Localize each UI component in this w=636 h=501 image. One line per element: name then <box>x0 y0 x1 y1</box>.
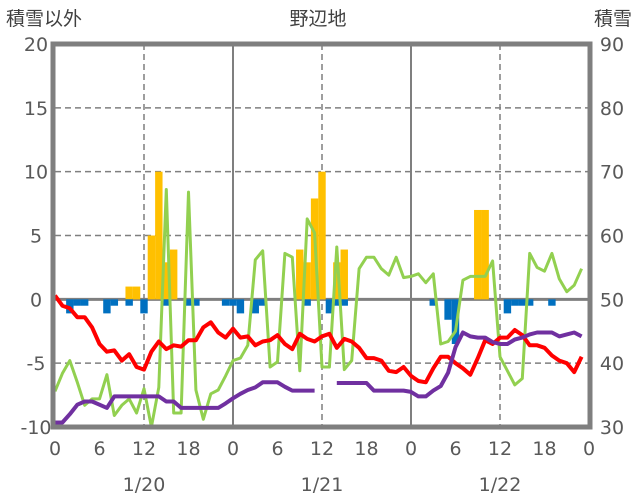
right-axis-title: 積雪 <box>594 8 632 30</box>
blue-bar <box>429 299 437 306</box>
yellow-bar <box>474 209 482 300</box>
yellow-bar <box>162 262 170 300</box>
y-left-tick-label: 20 <box>24 34 48 56</box>
blue-bar <box>325 299 334 314</box>
x-tick-label: 12 <box>488 438 512 460</box>
blue-bar <box>444 299 452 320</box>
blue-bar <box>503 299 512 314</box>
x-tick-label: 12 <box>310 438 334 460</box>
y-left-tick-label: 0 <box>30 289 42 311</box>
x-tick-label: 18 <box>532 438 556 460</box>
y-left-tick-label: -5 <box>27 353 46 375</box>
yellow-bar <box>132 286 141 300</box>
green-line <box>53 188 583 429</box>
date-label: 1/20 <box>123 474 166 496</box>
x-tick-label: 12 <box>132 438 156 460</box>
bars <box>66 171 556 345</box>
chart-title: 野辺地 <box>289 8 346 30</box>
yellow-bar <box>303 262 311 300</box>
blue-bar <box>73 299 81 306</box>
blue-bar <box>251 299 259 314</box>
blue-bar <box>333 299 341 306</box>
yellow-bar <box>333 262 341 300</box>
blue-bar <box>518 299 526 306</box>
y-right-tick-label: 80 <box>600 98 624 120</box>
yellow-bar <box>340 249 348 300</box>
y-right-tick-label: 50 <box>600 289 624 311</box>
blue-bar <box>511 299 519 306</box>
blue-bar <box>162 299 170 306</box>
x-tick-label: 0 <box>227 438 239 460</box>
blue-bar <box>340 299 348 306</box>
yellow-bar <box>481 209 489 300</box>
blue-bar <box>525 299 534 306</box>
blue-bar <box>184 299 193 306</box>
date-label: 1/22 <box>479 474 522 496</box>
x-tick-label: 0 <box>49 438 61 460</box>
y-left-tick-label: 10 <box>24 162 48 184</box>
yellow-bar <box>318 171 326 300</box>
blue-bar <box>103 299 111 314</box>
x-tick-label: 0 <box>583 438 595 460</box>
purple-line <box>55 330 583 425</box>
yellow-bar <box>125 286 133 300</box>
x-tick-label: 6 <box>93 438 105 460</box>
blue-bar <box>236 299 245 314</box>
blue-bar <box>548 299 556 306</box>
plot-frame <box>50 41 593 430</box>
left-axis-title: 積雪以外 <box>6 8 82 30</box>
y-right-tick-label: 70 <box>600 162 624 184</box>
blue-bar <box>125 299 133 306</box>
series-lines <box>53 188 584 429</box>
blue-bar <box>140 299 148 314</box>
y-right-tick-label: 40 <box>600 353 624 375</box>
blue-bar <box>80 299 89 306</box>
yellow-bar <box>147 235 156 300</box>
date-label: 1/21 <box>301 474 344 496</box>
yellow-bar <box>169 249 178 300</box>
y-right-tick-label: 30 <box>600 417 624 439</box>
blue-bar <box>229 299 237 306</box>
y-left-tick-label: 5 <box>30 226 42 248</box>
x-tick-label: 6 <box>271 438 283 460</box>
x-tick-label: 0 <box>405 438 417 460</box>
x-tick-label: 18 <box>354 438 378 460</box>
blue-bar <box>110 299 119 306</box>
yellow-bar <box>296 249 304 300</box>
y-right-tick-label: 60 <box>600 226 624 248</box>
yellow-bar <box>155 171 163 300</box>
blue-bar <box>258 299 267 306</box>
y-right-tick-label: 90 <box>600 34 624 56</box>
x-tick-label: 18 <box>176 438 200 460</box>
blue-bar <box>303 299 311 306</box>
plot-border <box>50 41 593 430</box>
blue-bar <box>192 299 200 306</box>
y-left-tick-label: -10 <box>20 417 51 439</box>
y-left-tick-label: 15 <box>24 98 48 120</box>
x-tick-label: 6 <box>449 438 461 460</box>
blue-bar <box>221 299 230 306</box>
